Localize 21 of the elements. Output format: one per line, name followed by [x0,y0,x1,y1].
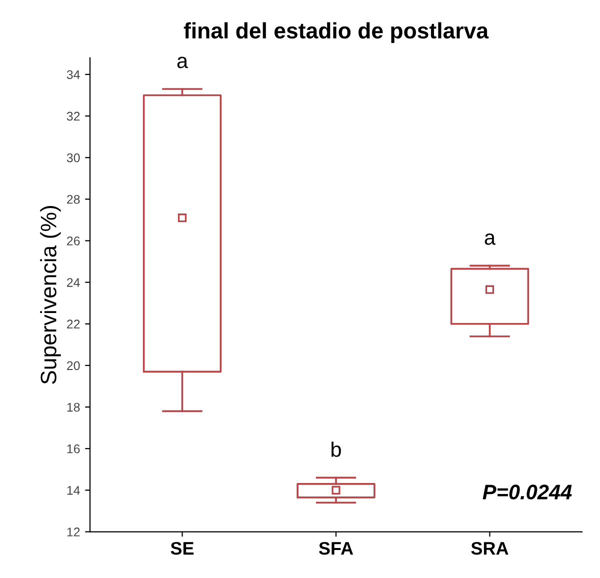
y-tick-label: 12 [67,528,80,536]
chart-title: final del estadio de postlarva [184,22,489,43]
y-tick-label: 18 [67,402,80,412]
y-tick-label: 16 [67,444,80,454]
y-tick-label: 30 [66,153,80,162]
x-tick-label: SE [170,542,194,555]
annotation: a [177,56,188,68]
y-tick-label: 24 [67,278,80,287]
annotation: P=0.0244 [482,484,572,500]
x-tick-label: SFA [318,542,354,555]
y-tick-label: 20 [67,361,80,370]
y-tick-label: 32 [66,112,80,121]
y-tick-label: 14 [67,486,80,495]
annotation: a [484,233,496,245]
y-tick-label: 28 [67,194,80,204]
y-axis-title: Supervivencia (%) [40,206,61,384]
y-tick-label: 26 [67,236,80,246]
y-tick-label: 34 [66,70,80,80]
x-tick-label: SRA [471,542,508,555]
annotation: b [332,442,341,457]
y-tick-label: 22 [67,320,80,328]
